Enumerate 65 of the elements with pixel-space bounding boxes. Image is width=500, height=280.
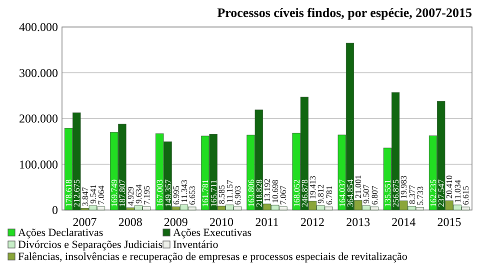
data-label: 6.995 xyxy=(170,186,181,205)
x-tick-label: 2008 xyxy=(118,215,142,229)
data-label: 167.003 xyxy=(154,179,165,207)
data-label: 246.878 xyxy=(299,179,310,207)
data-label: 10.698 xyxy=(270,180,280,204)
legend-label: Divórcios e Separações Judiciais xyxy=(18,239,162,251)
data-label: 161.781 xyxy=(200,179,210,207)
data-label: 6.903 xyxy=(232,186,243,205)
y-tick-label: 100.000 xyxy=(19,157,58,172)
data-label: 9.812 xyxy=(316,184,326,204)
x-tick-label: 2007 xyxy=(72,215,97,229)
data-label: 7.064 xyxy=(96,184,106,205)
data-label: 6.807 xyxy=(369,186,380,205)
data-label: 11.343 xyxy=(179,180,190,203)
data-label: 164.037 xyxy=(336,179,347,207)
data-label: 237.547 xyxy=(436,179,446,207)
data-label: 6.653 xyxy=(187,186,198,205)
legend-label: Falências, insolvências e recuperação de empresas e processos especiais de revitalização xyxy=(18,251,408,263)
x-tick-label: 2012 xyxy=(300,215,325,229)
data-label: 169.749 xyxy=(109,179,120,207)
x-tick-label: 2014 xyxy=(392,215,416,229)
data-label: 6.615 xyxy=(460,186,470,205)
data-label: 7.067 xyxy=(278,186,288,205)
data-label: 19.983 xyxy=(398,175,409,199)
y-tick-label: 300.000 xyxy=(19,66,58,80)
data-label: 11.034 xyxy=(452,179,462,203)
data-label: 13.192 xyxy=(262,178,272,202)
data-label: 178.618 xyxy=(64,179,74,207)
chart-title: Processos cíveis findos, por espécie, 2007-2015 xyxy=(217,5,472,20)
y-tick-label: 400.000 xyxy=(19,20,58,34)
x-tick-label: 2011 xyxy=(255,215,279,229)
data-label: 8.377 xyxy=(406,185,417,204)
data-label: 19.413 xyxy=(308,176,318,200)
data-label: 21.001 xyxy=(353,175,364,198)
legend-label: Ações Executivas xyxy=(173,227,252,239)
data-label: 8.585 xyxy=(216,184,226,204)
legend-label: Inventário xyxy=(173,239,219,251)
data-label: 168.052 xyxy=(291,179,302,207)
data-label: 162.235 xyxy=(428,179,438,207)
data-label: 149.357 xyxy=(162,179,173,207)
data-label: 163.806 xyxy=(246,179,256,207)
legend-label: Ações Declarativas xyxy=(18,227,104,239)
y-tick-label: 200.000 xyxy=(19,112,58,126)
data-label: 4.929 xyxy=(125,186,136,206)
x-tick-label: 2009 xyxy=(164,215,188,229)
data-label: 135.551 xyxy=(382,179,392,207)
data-label: 20.410 xyxy=(444,175,454,199)
data-label: 9.634 xyxy=(133,184,144,204)
data-label: 9.541 xyxy=(88,184,98,204)
data-label: 6.781 xyxy=(324,186,334,205)
data-label: 11.157 xyxy=(224,180,235,203)
x-tick-label: 2013 xyxy=(346,215,370,229)
y-tick-label: 0 xyxy=(52,203,58,217)
data-label: 5.733 xyxy=(414,186,425,206)
data-label: 256.875 xyxy=(390,179,401,207)
data-label: 165.711 xyxy=(208,180,218,207)
data-label: 187.807 xyxy=(117,179,128,207)
data-label: 9.507 xyxy=(361,184,372,204)
data-label: 3.847 xyxy=(80,187,90,206)
data-label: 364.854 xyxy=(344,178,355,207)
data-label: 218.828 xyxy=(254,179,264,207)
x-tick-label: 2010 xyxy=(209,215,234,229)
x-tick-label: 2015 xyxy=(437,215,462,229)
data-label: 212.675 xyxy=(72,179,82,207)
data-label: 7.195 xyxy=(142,186,152,205)
